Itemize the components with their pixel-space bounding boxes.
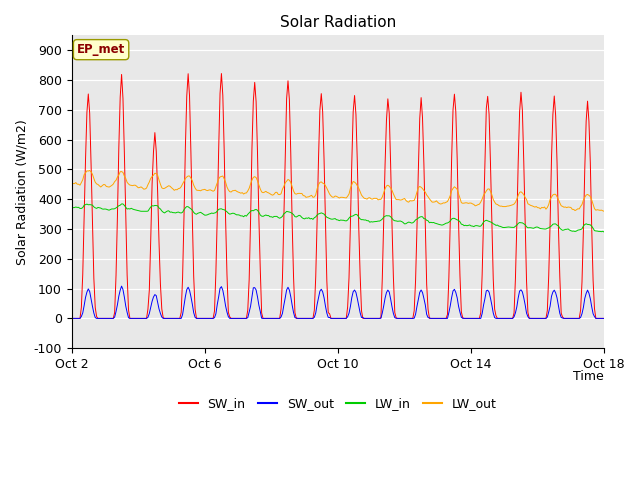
SW_in xyxy=(466,315,474,321)
LW_in xyxy=(258,213,266,219)
Text: EP_met: EP_met xyxy=(77,43,125,56)
SW_out xyxy=(238,315,246,321)
LW_in xyxy=(483,217,490,223)
LW_out xyxy=(632,212,640,218)
LW_out xyxy=(383,183,390,189)
Title: Solar Radiation: Solar Radiation xyxy=(280,15,396,30)
SW_out xyxy=(118,283,125,289)
Line: LW_out: LW_out xyxy=(72,170,636,215)
SW_out xyxy=(258,315,266,321)
SW_in xyxy=(258,310,266,316)
Text: Time: Time xyxy=(573,370,604,383)
Legend: SW_in, SW_out, LW_in, LW_out: SW_in, SW_out, LW_in, LW_out xyxy=(174,392,502,415)
Line: SW_out: SW_out xyxy=(72,286,636,318)
SW_in xyxy=(68,315,76,321)
SW_out xyxy=(577,314,584,320)
LW_out xyxy=(577,204,584,209)
LW_in xyxy=(118,201,125,207)
Line: SW_in: SW_in xyxy=(72,73,636,318)
SW_out xyxy=(483,288,490,294)
LW_in xyxy=(603,231,611,237)
LW_out xyxy=(68,181,76,187)
LW_in xyxy=(383,213,390,218)
SW_in xyxy=(218,71,225,76)
LW_in xyxy=(577,227,584,232)
Line: LW_in: LW_in xyxy=(72,204,636,234)
SW_out xyxy=(68,315,76,321)
SW_in xyxy=(238,315,246,321)
LW_in xyxy=(466,222,474,228)
SW_in xyxy=(483,106,490,111)
SW_in xyxy=(632,315,640,321)
LW_out xyxy=(86,168,93,173)
LW_out xyxy=(238,190,246,195)
LW_in xyxy=(632,230,640,236)
SW_out xyxy=(632,315,640,321)
LW_out xyxy=(466,200,474,206)
SW_out xyxy=(383,289,390,295)
LW_out xyxy=(258,189,266,195)
SW_in xyxy=(383,117,390,123)
LW_out xyxy=(483,188,490,194)
LW_in xyxy=(68,205,76,211)
LW_in xyxy=(238,213,246,219)
Y-axis label: Solar Radiation (W/m2): Solar Radiation (W/m2) xyxy=(15,119,28,264)
SW_out xyxy=(466,315,474,321)
SW_in xyxy=(577,307,584,313)
